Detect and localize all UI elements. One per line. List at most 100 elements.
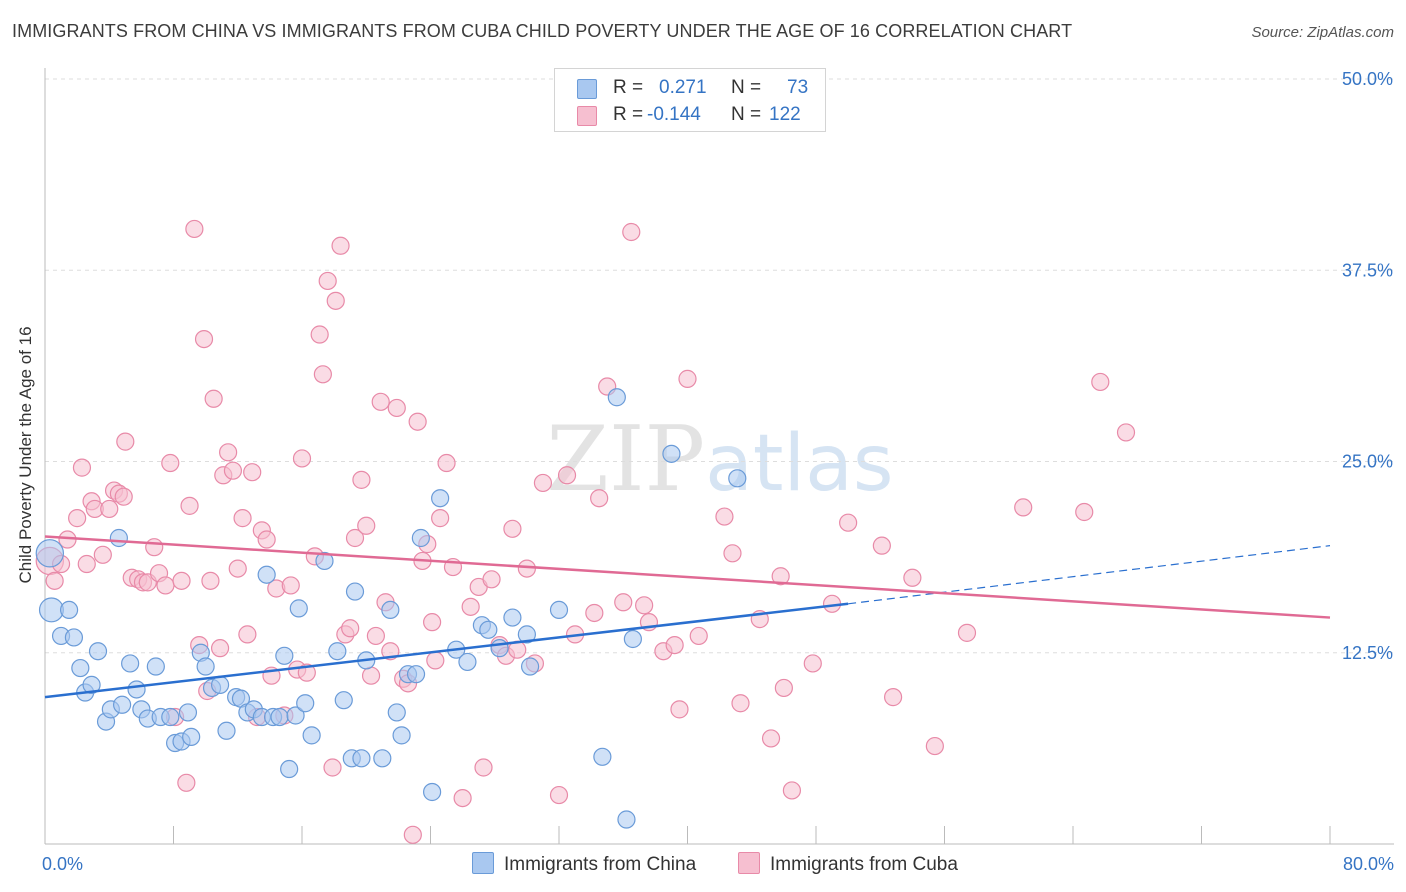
data-point-china (458, 652, 477, 672)
data-point-china (64, 628, 84, 647)
data-point-cuba (161, 453, 180, 473)
data-point-cuba (223, 461, 243, 480)
data-point-cuba (238, 625, 257, 644)
data-point-china (275, 646, 294, 665)
x-tick-labels: 0.0% 80.0% (42, 854, 1394, 874)
data-point-china (623, 629, 642, 649)
legend-n-label: N = (731, 77, 762, 98)
data-point-cuba (292, 449, 312, 468)
data-point-cuba (77, 554, 96, 574)
data-point-cuba (194, 330, 214, 349)
data-point-cuba (731, 694, 750, 713)
data-point-cuba (533, 473, 553, 493)
data-point-cuba (114, 487, 133, 506)
data-point-china (607, 388, 626, 407)
data-point-cuba (437, 453, 456, 473)
data-point-cuba (517, 559, 536, 578)
data-point-china (217, 721, 236, 740)
data-point-cuba (723, 544, 742, 563)
data-point-china (517, 625, 536, 644)
data-point-china (352, 749, 371, 768)
legend-label-china: Immigrants from China (504, 854, 697, 875)
data-point-cuba (156, 576, 175, 595)
data-point-cuba (883, 688, 903, 707)
correlation-legend: R = 0.271 N = 73 R = -0.144 N = 122 (554, 68, 826, 132)
data-point-cuba (172, 571, 191, 590)
series-cuba (35, 219, 1136, 844)
data-point-china (617, 810, 636, 829)
legend-swatch-cuba (738, 852, 760, 874)
data-point-china (423, 782, 442, 802)
data-point-cuba (219, 443, 238, 462)
data-point-cuba (774, 678, 793, 698)
data-point-china (334, 691, 353, 710)
data-point-cuba (557, 466, 577, 485)
data-point-cuba (243, 463, 262, 482)
data-point-cuba (204, 389, 223, 408)
data-point-cuba (503, 519, 522, 538)
data-point-cuba (341, 619, 360, 638)
data-point-cuba (323, 758, 342, 777)
legend-swatch-china (577, 79, 597, 99)
data-point-china (387, 703, 406, 722)
data-point-cuba (715, 507, 734, 526)
data-point-cuba (387, 398, 406, 418)
data-point-cuba (318, 271, 337, 291)
legend-n-value: 73 (787, 77, 809, 98)
data-point-cuba (361, 666, 381, 685)
data-point-china (503, 608, 522, 627)
data-point-cuba (482, 570, 501, 589)
data-point-cuba (1075, 502, 1094, 522)
data-point-cuba (782, 781, 802, 800)
data-point-china (549, 600, 569, 620)
data-point-cuba (371, 392, 390, 411)
data-point-cuba (614, 593, 633, 612)
data-point-china (88, 642, 108, 661)
x-tick-label: 0.0% (42, 854, 83, 874)
data-point-cuba (549, 785, 569, 805)
data-point-china (296, 694, 315, 713)
data-point-china (345, 582, 365, 601)
data-point-cuba (313, 365, 332, 384)
data-point-china (71, 658, 90, 678)
trend-lines (44, 535, 1331, 699)
legend-n-value: 122 (769, 104, 801, 125)
legend-r-value: -0.144 (647, 104, 701, 125)
legend-r-label: R = (613, 77, 644, 98)
trend-line-china-extension (848, 545, 1331, 605)
data-point-cuba (665, 635, 684, 655)
data-point-cuba (803, 654, 822, 673)
data-point-china (161, 707, 180, 727)
legend-swatch-china (472, 852, 494, 874)
data-point-cuba (93, 545, 112, 564)
data-point-china (431, 489, 450, 508)
data-point-china (127, 680, 146, 699)
data-point-china (196, 657, 215, 676)
data-point-china (315, 551, 334, 571)
data-point-cuba (201, 571, 220, 590)
trend-line-cuba (44, 535, 1331, 619)
data-point-cuba (145, 538, 164, 557)
data-point-cuba (622, 222, 641, 242)
bottom-legend-cuba: Immigrants from Cuba (738, 852, 958, 876)
data-point-cuba (357, 516, 376, 535)
data-point-cuba (678, 369, 697, 388)
data-point-china (328, 642, 347, 661)
data-point-china (593, 747, 612, 766)
data-point-cuba (1091, 372, 1110, 392)
data-point-china (257, 565, 276, 584)
data-point-cuba (925, 736, 944, 756)
data-point-china (82, 675, 101, 694)
data-point-cuba (761, 729, 781, 748)
data-point-cuba (210, 639, 230, 658)
data-point-china (178, 703, 198, 722)
y-tick-label: 25.0% (1342, 452, 1393, 472)
data-point-cuba (72, 458, 92, 477)
data-point-cuba (689, 626, 708, 646)
data-point-china (210, 675, 230, 694)
y-axis-label: Child Poverty Under the Age of 16 (16, 326, 35, 584)
data-point-china (479, 620, 498, 639)
data-point-cuba (403, 825, 422, 844)
data-point-cuba (68, 509, 87, 528)
